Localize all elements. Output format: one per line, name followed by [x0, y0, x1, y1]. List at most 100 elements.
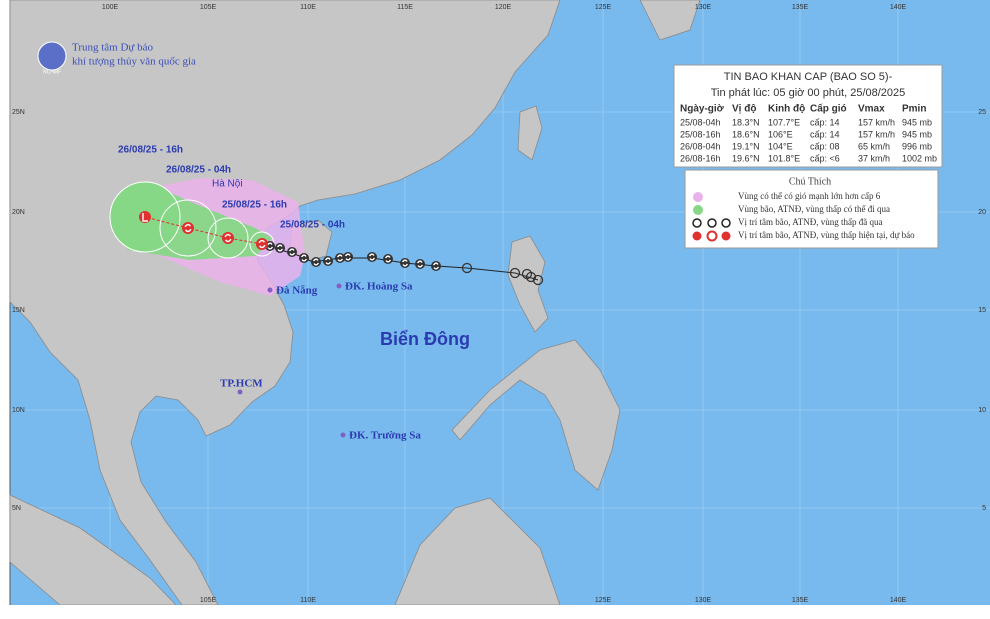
storm-symbol	[415, 259, 425, 269]
storm-symbol	[299, 253, 309, 263]
storm-symbol	[311, 257, 321, 267]
legend-item: Vùng bão, ATNĐ, vùng thấp có thể đi qua	[738, 204, 890, 214]
lon-label: 135E	[792, 597, 809, 604]
storm-swirl	[401, 259, 409, 267]
storm-swirl	[300, 254, 308, 262]
logo-text: NCHMF	[43, 69, 61, 75]
legend-swatch	[692, 230, 731, 242]
storm-swirl	[184, 223, 192, 233]
storm-symbol	[182, 222, 194, 234]
column-header: Ngày-giờ	[680, 104, 725, 115]
legend-swatch	[693, 205, 703, 215]
table-cell: 101.8°E	[768, 153, 800, 163]
uncertainty-circle	[159, 199, 217, 257]
table-cell: 996 mb	[902, 141, 932, 151]
low-symbol	[139, 211, 151, 223]
org-name: Trung tâm Dự báo	[72, 42, 154, 54]
storm-symbol	[256, 238, 268, 250]
mainland	[9, 0, 561, 606]
legend-item: Vùng có thể có gió mạnh lớn hơn cấp 6	[738, 191, 881, 201]
lat-label: 25	[978, 109, 986, 116]
table-cell: 945 mb	[902, 129, 932, 139]
table-cell: 106°E	[768, 129, 793, 139]
storm-swirl	[368, 253, 376, 261]
table-cell: 19.1°N	[732, 141, 760, 151]
table-cell: cấp: 14	[810, 117, 840, 127]
table-cell: cấp: <6	[810, 153, 840, 163]
storm-symbol	[335, 253, 345, 263]
lon-label: 135E	[792, 4, 809, 11]
place-label: ĐK. Hoàng Sa	[345, 281, 413, 293]
track-label: 26/08/25 - 04h	[166, 165, 231, 176]
table-cell: 1002 mb	[902, 153, 937, 163]
storm-symbol	[367, 252, 377, 262]
depression-symbol	[525, 271, 537, 283]
past-positions	[265, 241, 544, 286]
lat-label: 20	[978, 209, 986, 216]
lon-label: 140E	[890, 4, 907, 11]
table-cell: cấp: 14	[810, 129, 840, 139]
storm-swirl	[344, 253, 352, 261]
table-cell: 157 km/h	[858, 129, 895, 139]
place-label: Hà Nội	[212, 179, 243, 190]
table-cell: 18.6°N	[732, 129, 760, 139]
lat-label: 15N	[12, 307, 25, 314]
philippine-south	[451, 339, 621, 491]
legend-swatch	[692, 218, 731, 228]
lat-label: 10	[978, 407, 986, 414]
storm-symbol	[287, 247, 297, 257]
table-cell: 65 km/h	[858, 141, 890, 151]
table-cell: 25/08-04h	[680, 117, 721, 127]
storm-swirl	[324, 257, 332, 265]
forecast-track	[144, 216, 263, 245]
bulletin-table: Ngày-giờ Vị độ Kinh độ Cấp gió Vmax Pmin 25/08…	[680, 103, 937, 164]
lon-label: 125E	[595, 4, 612, 11]
lon-label: 120E	[495, 4, 512, 11]
table-cell: 26/08-16h	[680, 153, 721, 163]
column-header: Kinh độ	[768, 104, 805, 115]
table-cell: 104°E	[768, 141, 793, 151]
track-label: 25/08/25 - 16h	[222, 200, 287, 211]
table-cell: 26/08-04h	[680, 141, 721, 151]
storm-symbol	[222, 232, 234, 244]
table-cell: 18.3°N	[732, 117, 760, 127]
storm-symbol	[343, 252, 353, 262]
table-cell: 19.6°N	[732, 153, 760, 163]
table-cell: cấp: 08	[810, 141, 840, 151]
lat-label: 15	[978, 307, 986, 314]
track-label: 26/08/25 - 16h	[118, 145, 183, 156]
storm-swirl	[336, 254, 344, 262]
lon-label: 105E	[200, 597, 217, 604]
lat-label: 20N	[12, 209, 25, 216]
lon-label: 115E	[397, 4, 413, 11]
org-name: khí tượng thủy văn quốc gia	[72, 56, 196, 68]
column-header: Vị độ	[732, 104, 756, 115]
lat-label: 5	[982, 505, 986, 512]
table-cell: 107.7°E	[768, 117, 800, 127]
lat-label: 10N	[12, 407, 25, 414]
legend-swatch	[693, 192, 703, 202]
place-label: Đà Nẵng	[276, 285, 318, 297]
column-header: Vmax	[858, 104, 885, 115]
lon-label: 100E	[102, 4, 119, 11]
borneo	[394, 497, 561, 606]
lon-label: 140E	[890, 597, 907, 604]
lon-label: 130E	[695, 597, 712, 604]
depression-symbol	[532, 274, 544, 286]
legend-item: Vị trí tâm bão, ATNĐ, vùng thấp hiện tại…	[738, 230, 915, 240]
storm-symbol	[431, 261, 441, 271]
sea-label: Biển Đông	[380, 329, 470, 349]
bulletin-title: TIN BAO KHAN CAP (BAO SO 5)-	[724, 71, 893, 83]
lon-label: 110E	[300, 4, 316, 11]
place-label: ĐK. Trường Sa	[349, 430, 421, 442]
storm-swirl	[312, 258, 320, 266]
lon-label: 130E	[695, 4, 712, 11]
taiwan	[517, 105, 543, 161]
bottom-margin	[0, 605, 990, 619]
table-cell: 157 km/h	[858, 117, 895, 127]
table-cell: 945 mb	[902, 117, 932, 127]
storm-swirl	[288, 248, 296, 256]
place-dot	[267, 287, 273, 293]
lon-label: 105E	[200, 4, 217, 11]
